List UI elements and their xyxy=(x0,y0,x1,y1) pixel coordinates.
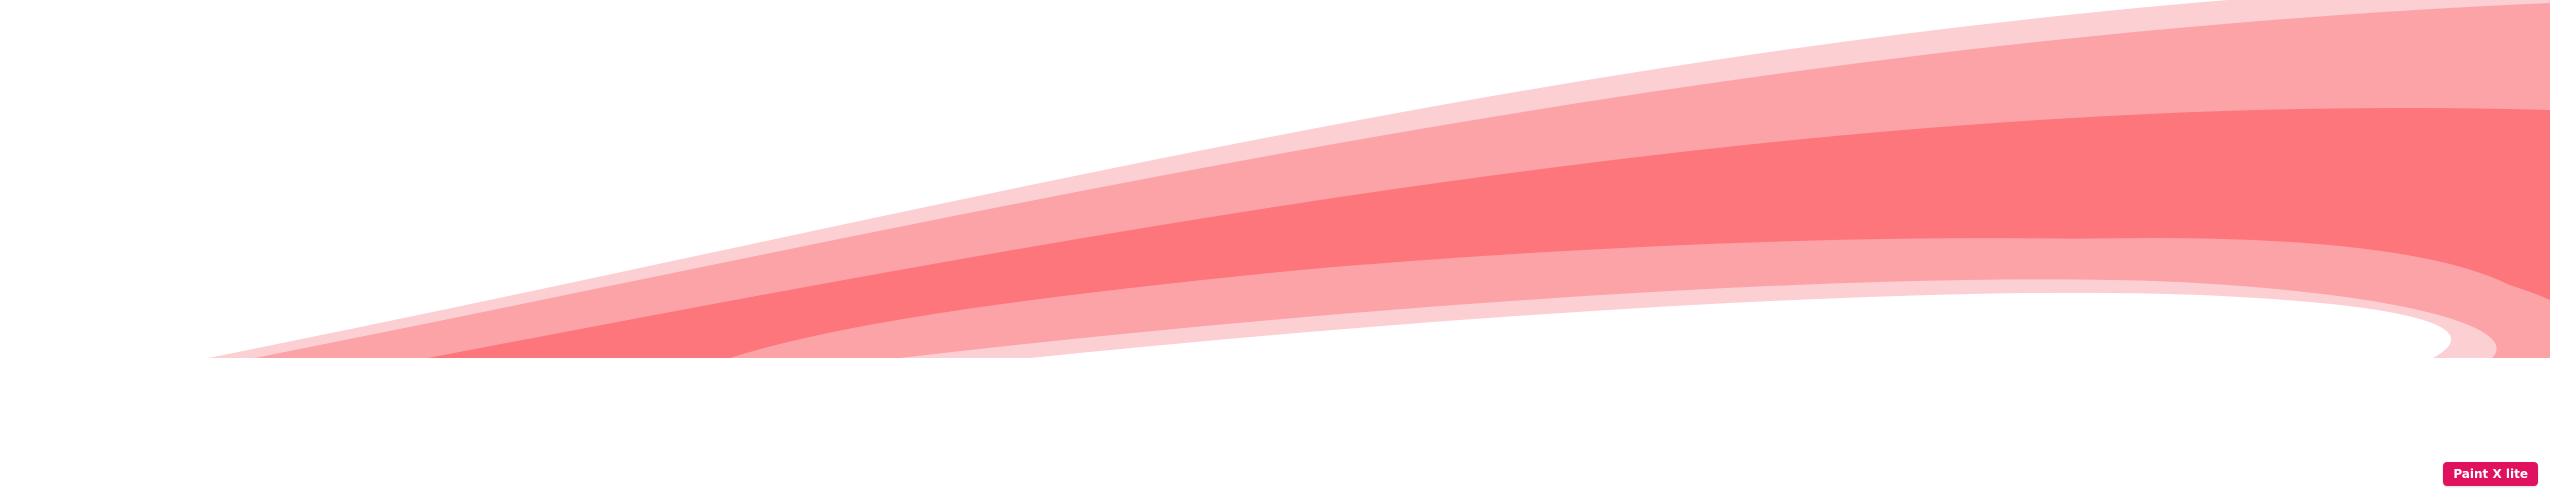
wave-band-main xyxy=(428,107,2550,358)
wave-cutout xyxy=(1030,292,2452,358)
watermark-badge: Paint X lite xyxy=(2443,462,2538,486)
